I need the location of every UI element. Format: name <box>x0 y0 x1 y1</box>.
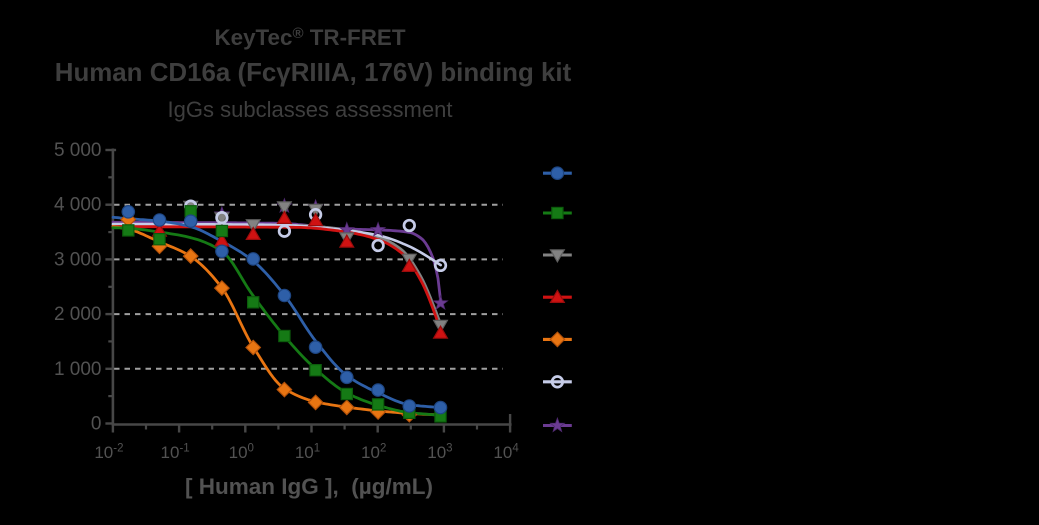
svg-text:KeyTec® TR-FRET: KeyTec® TR-FRET <box>214 25 405 50</box>
svg-text:[ Human IgG ], (µg/mL): [ Human IgG ], (µg/mL) <box>185 474 433 499</box>
svg-text:IgGs subclasses assessment: IgGs subclasses assessment <box>168 97 453 122</box>
svg-text:3 000: 3 000 <box>54 249 102 270</box>
svg-text:Human CD16a (FcγRIIIA, 176V) b: Human CD16a (FcγRIIIA, 176V) binding kit <box>55 59 572 87</box>
svg-text:2 000: 2 000 <box>54 304 102 325</box>
svg-text:5 000: 5 000 <box>54 140 102 161</box>
svg-text:0: 0 <box>91 414 102 435</box>
svg-text:4 000: 4 000 <box>54 195 102 216</box>
svg-text:1 000: 1 000 <box>54 359 102 380</box>
